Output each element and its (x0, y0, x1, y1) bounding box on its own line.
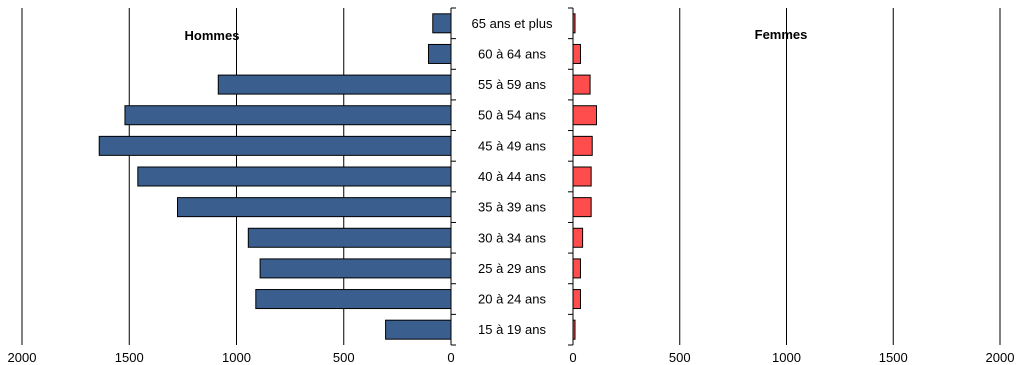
age-category-label: 65 ans et plus (472, 16, 553, 31)
hommes-bar (137, 166, 452, 187)
femmes-bar (572, 74, 591, 95)
femmes-gridlines (679, 8, 1001, 345)
age-category-label: 45 à 49 ans (478, 138, 546, 153)
femmes-bar (572, 227, 584, 248)
age-category-label: 25 à 29 ans (478, 261, 546, 276)
femmes-x-tick-label: 1500 (879, 350, 908, 365)
age-category-label: 60 à 64 ans (478, 46, 546, 61)
age-category-label: 55 à 59 ans (478, 77, 546, 92)
hommes-bar (385, 319, 452, 340)
hommes-x-tick-label: 1500 (115, 350, 144, 365)
femmes-bar (572, 43, 581, 64)
age-category-label: 50 à 54 ans (478, 108, 546, 123)
axes (450, 7, 574, 346)
femmes-bar (572, 105, 597, 126)
age-category-label: 35 à 39 ans (478, 200, 546, 215)
hommes-bar (427, 43, 452, 64)
femmes-bar (572, 197, 592, 218)
age-category-labels: 65 ans et plus 60 à 64 ans 55 à 59 ans 50 à… (472, 16, 553, 337)
femmes-bar (572, 289, 581, 310)
hommes-x-tick-labels: 0 500 1000 1500 2000 (8, 350, 455, 365)
femmes-panel-title: Femmes (755, 27, 808, 42)
femmes-bar (572, 258, 581, 279)
hommes-bar (217, 74, 452, 95)
femmes-bar (572, 166, 592, 187)
hommes-bar (98, 135, 452, 156)
age-category-label: 20 à 24 ans (478, 292, 546, 307)
hommes-bars (98, 13, 452, 340)
hommes-x-tick-label: 500 (333, 350, 355, 365)
femmes-bar (572, 135, 593, 156)
femmes-x-tick-label: 2000 (986, 350, 1015, 365)
age-category-label: 40 à 44 ans (478, 169, 546, 184)
hommes-bar (177, 197, 452, 218)
hommes-panel-title: Hommes (185, 28, 240, 43)
femmes-x-tick-labels: 0 500 1000 1500 2000 (569, 350, 1014, 365)
age-category-label: 30 à 34 ans (478, 230, 546, 245)
hommes-bar (432, 13, 452, 34)
hommes-x-tick-label: 1000 (222, 350, 251, 365)
hommes-x-tick-label: 0 (447, 350, 454, 365)
femmes-x-tick-label: 1000 (772, 350, 801, 365)
hommes-bar (255, 289, 452, 310)
femmes-x-tick-label: 0 (569, 350, 576, 365)
hommes-x-tick-label: 2000 (8, 350, 37, 365)
hommes-bar (247, 227, 452, 248)
hommes-bar (259, 258, 452, 279)
age-category-label: 15 à 19 ans (478, 322, 546, 337)
femmes-bars (572, 13, 597, 340)
femmes-x-tick-label: 500 (669, 350, 691, 365)
hommes-bar (124, 105, 452, 126)
